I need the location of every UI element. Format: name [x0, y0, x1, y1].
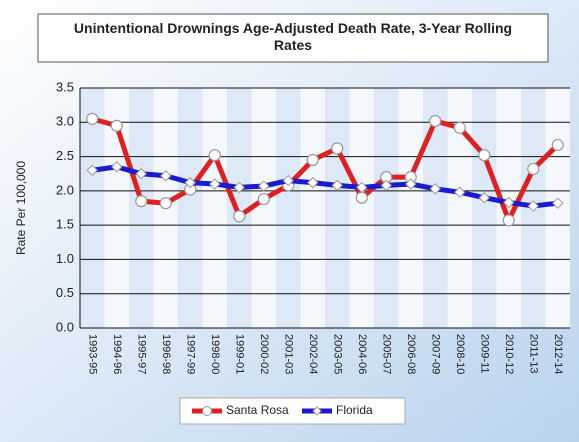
x-tick-label: 2007-09 [429, 334, 441, 374]
y-tick-label: 2.0 [56, 182, 74, 197]
point [208, 149, 221, 162]
y-tick-label: 3.0 [56, 114, 74, 129]
x-tick-label: 2001-03 [282, 334, 294, 374]
x-tick-label: 2008-10 [454, 334, 466, 374]
point [527, 200, 539, 212]
x-tick-label: 1998-00 [209, 334, 221, 374]
point [86, 164, 98, 176]
point [135, 168, 147, 180]
point [306, 153, 319, 167]
point [331, 179, 343, 192]
point [233, 210, 246, 223]
band-stripe [129, 88, 154, 328]
point [454, 186, 466, 198]
title-box [37, 13, 549, 63]
point [405, 178, 417, 190]
y-tick-label: 2.5 [56, 148, 74, 163]
point [453, 121, 466, 134]
point [380, 179, 392, 192]
point [233, 181, 245, 194]
band-stripe [374, 88, 399, 328]
x-tick-label: 2010-12 [503, 334, 515, 374]
x-tick-label: 2006-08 [405, 334, 417, 374]
point [209, 178, 221, 190]
point [429, 114, 442, 128]
x-tick-label: 2000-02 [258, 334, 270, 374]
point [356, 181, 368, 194]
legend-label: Florida [336, 403, 373, 417]
point [429, 183, 441, 195]
point [160, 170, 172, 182]
x-tick-label: 2004-06 [356, 334, 368, 374]
y-tick-label: 3.5 [56, 79, 74, 94]
point [111, 161, 123, 173]
point [110, 119, 123, 132]
x-tick-label: 2012-14 [552, 334, 564, 374]
x-tick-label: 2005-07 [380, 334, 392, 374]
point [135, 195, 148, 208]
x-tick-label: 1994-96 [111, 334, 123, 374]
band-stripe [472, 88, 497, 328]
legend-marker [202, 406, 212, 416]
band-stripe [178, 88, 203, 328]
point [184, 176, 196, 189]
point [502, 214, 515, 227]
point [159, 197, 172, 210]
point [478, 149, 491, 162]
point [355, 191, 368, 204]
point [257, 192, 270, 206]
point [527, 162, 540, 176]
point [307, 176, 319, 189]
chart-title: Unintentional Drownings Age-Adjusted Dea… [73, 20, 513, 53]
x-tick-label: 2009-11 [478, 334, 490, 374]
y-tick-label: 0.0 [56, 319, 74, 334]
point [331, 142, 344, 155]
x-tick-label: 1999-01 [233, 334, 245, 374]
band-stripe [325, 88, 350, 328]
point [282, 174, 294, 187]
y-axis-label: Rate Per 100,000 [14, 161, 28, 255]
x-tick-label: 1995-97 [135, 334, 147, 374]
x-tick-label: 2003-05 [331, 334, 343, 374]
point [503, 196, 515, 209]
x-tick-label: 1997-99 [184, 334, 196, 374]
y-tick-label: 1.0 [56, 251, 74, 266]
point [86, 112, 99, 125]
band-stripe [423, 88, 448, 328]
legend-label: Santa Rosa [226, 403, 289, 417]
title-wrap: Unintentional Drownings Age-Adjusted Dea… [73, 20, 513, 53]
x-tick-label: 2002-04 [307, 334, 319, 374]
x-tick-label: 2011-13 [527, 334, 539, 374]
legend-marker [312, 406, 322, 416]
x-tick-label: 1993-95 [86, 334, 98, 374]
y-tick-label: 0.5 [56, 285, 74, 300]
point [478, 192, 490, 204]
point [551, 138, 564, 152]
band-stripe [80, 88, 105, 328]
x-tick-label: 1996-98 [160, 334, 172, 374]
band-stripe [276, 88, 301, 328]
y-tick-label: 1.5 [56, 217, 74, 232]
point [552, 197, 564, 209]
point [258, 180, 270, 192]
